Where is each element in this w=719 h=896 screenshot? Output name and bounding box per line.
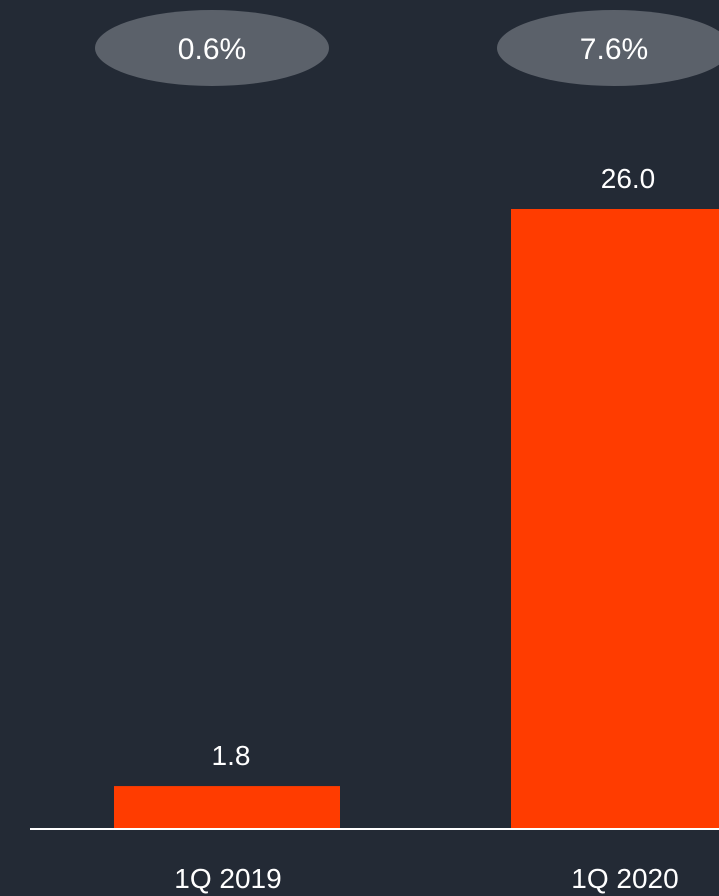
category-label-1q-2020: 1Q 2020 xyxy=(571,863,678,894)
value-label-1q-2019: 1.8 xyxy=(212,740,251,771)
percent-pill-2: 7.6% xyxy=(497,10,719,86)
value-label-1q-2020: 26.0 xyxy=(601,163,656,194)
percent-pill-shape xyxy=(497,10,719,86)
percent-pill-1: 0.6% xyxy=(95,10,329,86)
percent-pill-label: 7.6% xyxy=(580,33,648,66)
bar-1q-2019 xyxy=(114,786,340,829)
percent-pill-label: 0.6% xyxy=(178,33,246,66)
category-label-1q-2019: 1Q 2019 xyxy=(174,863,281,894)
bar-1q-2020 xyxy=(511,209,719,829)
percent-pill-shape xyxy=(95,10,329,86)
